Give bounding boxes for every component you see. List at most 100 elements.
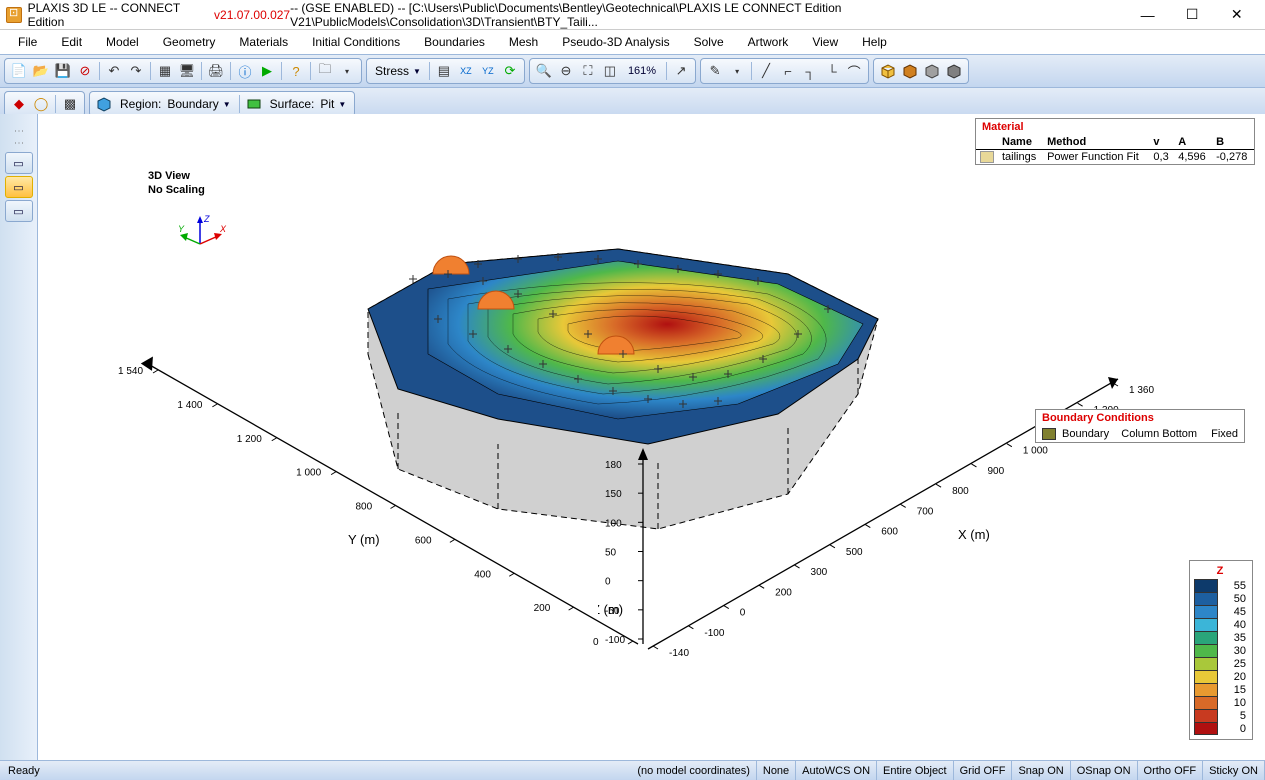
minimize-button[interactable]: —: [1125, 0, 1170, 30]
curve-icon[interactable]: ⌒: [844, 61, 864, 81]
status-sticky-on[interactable]: Sticky ON: [1203, 761, 1265, 780]
redo-icon[interactable]: ↷: [126, 61, 146, 81]
toolbar-row-1: 📄 📂 💾 ⊘ ↶ ↷ ▦ 🖥 🖨 ⓘ ▶ ? 🗀 ▾ Stress ▼ ▤ X…: [0, 54, 1265, 88]
open-icon[interactable]: 📂: [31, 61, 51, 81]
cube3-icon[interactable]: [922, 61, 942, 81]
menu-help[interactable]: Help: [852, 33, 897, 51]
layers-icon[interactable]: ▤: [434, 61, 454, 81]
status-none[interactable]: None: [757, 761, 796, 780]
menu-boundaries[interactable]: Boundaries: [414, 33, 495, 51]
menu-model[interactable]: Model: [96, 33, 149, 51]
grip-icon[interactable]: ⋮⋮: [13, 126, 24, 150]
material-table: NameMethodvAB tailingsPower Function Fit…: [976, 135, 1254, 164]
bc-row[interactable]: BoundaryColumn BottomFixed: [1036, 426, 1244, 442]
grid-icon[interactable]: ▦: [155, 61, 175, 81]
surface-dropdown[interactable]: Surface: Pit ▼: [266, 97, 351, 111]
status-autowcs-on[interactable]: AutoWCS ON: [796, 761, 877, 780]
undo-icon[interactable]: ↶: [104, 61, 124, 81]
region-dropdown[interactable]: Region: Boundary ▼: [116, 97, 235, 111]
menu-artwork[interactable]: Artwork: [738, 33, 799, 51]
menu-solve[interactable]: Solve: [684, 33, 734, 51]
title-app: PLAXIS 3D LE -- CONNECT Edition: [28, 1, 214, 29]
svg-text:1 000: 1 000: [1023, 446, 1048, 457]
svg-text:800: 800: [952, 486, 969, 497]
material-header: Material: [976, 119, 1254, 135]
pencil-icon[interactable]: ✎: [705, 61, 725, 81]
surface-icon[interactable]: [244, 94, 264, 114]
status-ortho-off[interactable]: Ortho OFF: [1138, 761, 1204, 780]
view3-button[interactable]: ▭: [5, 200, 33, 222]
z-legend-row: 45: [1194, 605, 1246, 618]
new-icon[interactable]: 📄: [9, 61, 29, 81]
region-value: Boundary: [167, 97, 218, 111]
menu-edit[interactable]: Edit: [51, 33, 92, 51]
hatch-icon[interactable]: ▩: [60, 94, 80, 114]
svg-text:Z: Z: [203, 214, 210, 224]
cube4-icon[interactable]: [944, 61, 964, 81]
line-icon[interactable]: ╱: [756, 61, 776, 81]
view1-button[interactable]: ▭: [5, 152, 33, 174]
zoom-window-icon[interactable]: ◫: [600, 61, 620, 81]
cube2-icon[interactable]: [900, 61, 920, 81]
refresh-icon[interactable]: ⟳: [500, 61, 520, 81]
screen-icon[interactable]: 🖥: [177, 61, 197, 81]
material-col-a: A: [1174, 135, 1212, 150]
menu-mesh[interactable]: Mesh: [499, 33, 548, 51]
stress-toolbar: Stress ▼ ▤ XZ YZ ⟳: [366, 58, 525, 84]
status-entire-object[interactable]: Entire Object: [877, 761, 954, 780]
pencil-more-icon[interactable]: ▾: [727, 61, 747, 81]
zoom-out-icon[interactable]: ⊖: [556, 61, 576, 81]
menu-pseudo-3d-analysis[interactable]: Pseudo-3D Analysis: [552, 33, 679, 51]
svg-text:1 200: 1 200: [237, 434, 262, 445]
view2-button[interactable]: ▭: [5, 176, 33, 198]
menu-file[interactable]: File: [8, 33, 47, 51]
svg-text:400: 400: [474, 569, 491, 580]
polyline-icon[interactable]: ⌐: [778, 61, 798, 81]
menu-materials[interactable]: Materials: [229, 33, 298, 51]
window-titlebar: PLAXIS 3D LE -- CONNECT Edition v21.07.0…: [0, 0, 1265, 30]
info-icon[interactable]: ⓘ: [235, 61, 255, 81]
more-icon[interactable]: ▾: [337, 61, 357, 81]
file-toolbar: 📄 📂 💾 ⊘ ↶ ↷ ▦ 🖥 🖨 ⓘ ▶ ? 🗀 ▾: [4, 58, 362, 84]
svg-text:-140: -140: [669, 648, 689, 659]
status-osnap-on[interactable]: OSnap ON: [1071, 761, 1138, 780]
shape2-icon[interactable]: └: [822, 61, 842, 81]
region-icon[interactable]: [94, 94, 114, 114]
maximize-button[interactable]: ☐: [1170, 0, 1215, 30]
menu-initial-conditions[interactable]: Initial Conditions: [302, 33, 410, 51]
surface-label: Surface:: [270, 97, 315, 111]
menu-view[interactable]: View: [802, 33, 848, 51]
cube-toolbar: [873, 58, 969, 84]
xy-icon[interactable]: XZ: [456, 61, 476, 81]
circle-icon[interactable]: ◯: [31, 94, 51, 114]
status-grid-off[interactable]: Grid OFF: [954, 761, 1013, 780]
folder-icon[interactable]: 🗀: [315, 61, 335, 81]
menu-geometry[interactable]: Geometry: [153, 33, 226, 51]
z-legend-row: 0: [1194, 722, 1246, 735]
zoom-in-icon[interactable]: 🔍: [534, 61, 554, 81]
terrain-model: [318, 219, 908, 559]
material-row[interactable]: tailingsPower Function Fit0,34,596-0,278: [976, 150, 1254, 165]
z-legend-row: 25: [1194, 657, 1246, 670]
expand-icon[interactable]: ↗: [671, 61, 691, 81]
svg-text:200: 200: [775, 587, 792, 598]
shape1-icon[interactable]: ┐: [800, 61, 820, 81]
viewport-3d[interactable]: 3D View No Scaling Z X Y: [38, 114, 1265, 760]
svg-text:X: X: [219, 224, 227, 234]
z-axis-label: Z (m): [598, 602, 623, 617]
status-snap-on[interactable]: Snap ON: [1012, 761, 1070, 780]
diamond-icon[interactable]: ◆: [9, 94, 29, 114]
save-icon[interactable]: 💾: [53, 61, 73, 81]
close-button[interactable]: ✕: [1214, 0, 1259, 30]
help-icon[interactable]: ?: [286, 61, 306, 81]
surface-value: Pit: [320, 97, 334, 111]
cube1-icon[interactable]: [878, 61, 898, 81]
run-icon[interactable]: ▶: [257, 61, 277, 81]
z-legend-row: 40: [1194, 618, 1246, 631]
print-icon[interactable]: 🖨: [206, 61, 226, 81]
svg-text:1 540: 1 540: [118, 366, 143, 377]
delete-icon[interactable]: ⊘: [75, 61, 95, 81]
yz-icon[interactable]: YZ: [478, 61, 498, 81]
stress-dropdown[interactable]: Stress ▼: [371, 64, 425, 78]
zoom-fit-icon[interactable]: ⛶: [578, 61, 598, 81]
